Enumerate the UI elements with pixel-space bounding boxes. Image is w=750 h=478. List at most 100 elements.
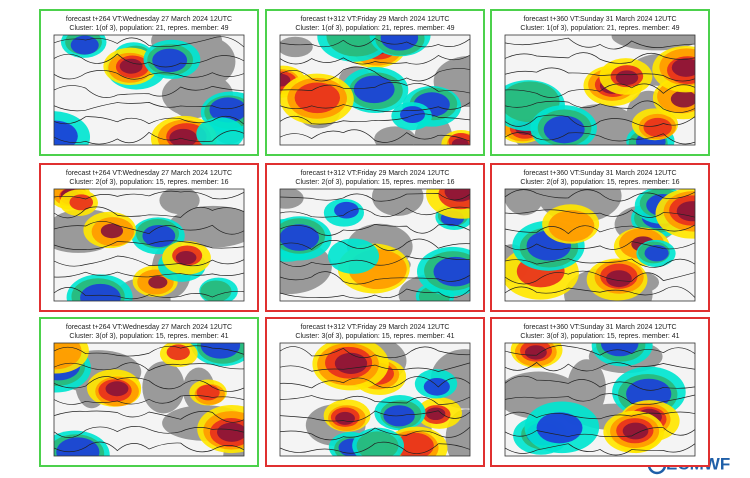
- anomaly-shading: [548, 210, 595, 242]
- anomaly-shading: [615, 70, 639, 85]
- contour-line: [505, 375, 695, 391]
- contour-line: [280, 238, 470, 251]
- land-mass: [142, 361, 185, 414]
- map-border: [53, 34, 245, 146]
- land-mass: [372, 189, 424, 216]
- contour-line: [54, 69, 244, 80]
- map-border: [53, 188, 245, 302]
- contour-line: [505, 345, 695, 356]
- map: [280, 35, 470, 145]
- map-border: [279, 34, 471, 146]
- anomaly-shading: [166, 344, 190, 361]
- contour-line: [505, 67, 695, 82]
- map-panel: forecast t+264 VT:Wednesday 27 March 202…: [39, 163, 259, 312]
- map: [280, 189, 470, 301]
- contour-line: [54, 410, 244, 423]
- anomaly-shading: [80, 283, 121, 301]
- contour-line: [54, 130, 244, 145]
- anomaly-shading: [54, 343, 82, 370]
- contour-line: [505, 270, 695, 285]
- anomaly-shading: [327, 238, 380, 274]
- anomaly-shading: [399, 106, 425, 124]
- contour-line: [280, 255, 470, 267]
- anomaly-shading: [54, 120, 78, 145]
- contour-line: [54, 362, 244, 372]
- panel-subtitle: Cluster: 1(of 3), population: 21, repres…: [295, 25, 454, 32]
- map-panel: forecast t+312 VT:Friday 29 March 2024 1…: [265, 9, 485, 156]
- land-mass: [168, 205, 244, 248]
- contour-line: [505, 37, 695, 50]
- map: [54, 189, 244, 301]
- contour-line: [280, 362, 470, 372]
- contour-line: [505, 114, 695, 127]
- anomaly-shading: [280, 224, 320, 251]
- map-border: [504, 342, 696, 457]
- map: [505, 343, 695, 456]
- anomaly-shading: [105, 381, 129, 397]
- contour-line: [54, 220, 244, 235]
- map-border: [53, 342, 245, 457]
- panel-subtitle: Cluster: 2(of 3), population: 15, repres…: [69, 179, 228, 186]
- contour-line: [505, 83, 695, 98]
- contour-line: [54, 53, 244, 68]
- contour-line: [505, 443, 695, 456]
- contour-line: [54, 426, 244, 438]
- contour-line: [280, 441, 470, 454]
- land-mass: [505, 189, 545, 216]
- anomaly-shading: [200, 280, 232, 301]
- contour-line: [54, 441, 244, 453]
- contour-line: [280, 346, 470, 359]
- contour-line: [54, 190, 244, 200]
- panel-title: forecast t+312 VT:Friday 29 March 2024 1…: [301, 324, 450, 331]
- anomaly-shading: [670, 90, 695, 108]
- anomaly-shading: [119, 58, 143, 74]
- contour-line: [280, 37, 470, 48]
- land-mass: [280, 189, 304, 209]
- land-mass: [374, 126, 416, 145]
- anomaly-shading: [200, 343, 241, 359]
- contour-line: [54, 271, 244, 278]
- panel-title: forecast t+360 VT:Sunday 31 March 2024 1…: [523, 170, 676, 177]
- contour-line: [505, 427, 695, 438]
- anomaly-shading: [622, 422, 649, 440]
- panel-subtitle: Cluster: 3(of 3), population: 15, repres…: [520, 333, 679, 340]
- contour-line: [505, 224, 695, 235]
- anomaly-shading: [643, 117, 672, 137]
- panel-title: forecast t+264 VT:Wednesday 27 March 202…: [66, 170, 232, 177]
- anomaly-shading: [451, 138, 469, 145]
- map-panel: forecast t+264 VT:Wednesday 27 March 202…: [39, 317, 259, 467]
- anomaly-shading: [209, 97, 244, 123]
- contour-line: [54, 376, 244, 392]
- contour-line: [505, 258, 695, 268]
- anomaly-shading: [142, 224, 176, 248]
- contour-line: [280, 395, 470, 405]
- anomaly-shading: [444, 189, 470, 202]
- contour-line: [54, 240, 244, 250]
- contour-line: [505, 393, 695, 405]
- map-panel: forecast t+360 VT:Sunday 31 March 2024 1…: [490, 9, 710, 156]
- contour-line: [54, 206, 244, 219]
- contour-line: [280, 66, 470, 82]
- anomaly-shading: [671, 58, 695, 77]
- map: [505, 189, 695, 301]
- anomaly-shading: [148, 276, 168, 289]
- anomaly-shading: [334, 352, 368, 374]
- contour-line: [505, 132, 695, 145]
- contour-line: [54, 102, 244, 112]
- contour-line: [280, 82, 470, 94]
- anomaly-shading: [380, 35, 419, 51]
- map: [54, 343, 244, 456]
- contour-line: [280, 193, 470, 202]
- anomaly-shading: [280, 73, 291, 87]
- land-mass: [280, 36, 313, 58]
- panel-title: forecast t+312 VT:Friday 29 March 2024 1…: [301, 170, 450, 177]
- panel-subtitle: Cluster: 3(of 3), population: 15, repres…: [295, 333, 454, 340]
- map-border: [279, 342, 471, 457]
- contour-line: [505, 100, 695, 113]
- map: [280, 343, 470, 456]
- anomaly-shading: [543, 115, 585, 144]
- anomaly-shading: [335, 411, 355, 425]
- panel-subtitle: Cluster: 2(of 3), population: 15, repres…: [295, 179, 454, 186]
- anomaly-shading: [70, 35, 99, 55]
